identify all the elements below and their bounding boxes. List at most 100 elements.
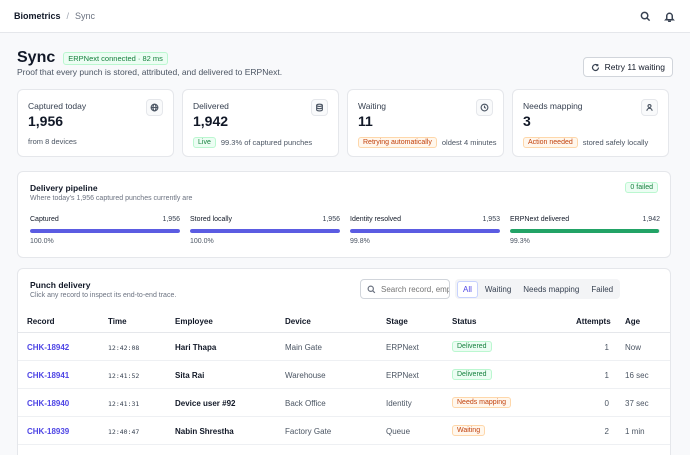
device-cell: Factory Gate xyxy=(285,427,332,436)
table-row[interactable]: CHK-18941 12:41:52 Sita Rai Warehouse ERPNex… xyxy=(18,361,670,389)
database-icon xyxy=(311,99,328,116)
pipeline-subtitle: Where today's 1,956 captured punches cur… xyxy=(30,195,193,202)
time-cell: 12:41:31 xyxy=(108,400,140,408)
table-header: Record Time Employee Device Stage Status Attem… xyxy=(18,309,670,333)
progress-track xyxy=(30,229,180,233)
filter-tab-needs-mapping[interactable]: Needs mapping xyxy=(523,284,580,294)
column-header[interactable]: Record xyxy=(27,317,55,326)
progress-fill xyxy=(30,229,180,233)
status-badge: Waiting xyxy=(452,425,486,436)
stage-label: Stored locally xyxy=(190,216,233,223)
stage-count: 1,956 xyxy=(162,216,180,223)
top-bar: Biometrics / Sync xyxy=(0,0,690,33)
page-title: Sync xyxy=(17,49,56,66)
status-badge: Retrying automatically xyxy=(358,137,437,148)
stat-card-waiting: Waiting 11 Retrying automatically oldest… xyxy=(347,89,504,157)
attempts-cell: 0 xyxy=(604,399,609,408)
breadcrumb-current: Sync xyxy=(75,11,96,21)
record-link[interactable]: CHK-18940 xyxy=(27,399,70,408)
stage-head: Stored locally 1,956 xyxy=(190,216,340,223)
status-badge: Action needed xyxy=(523,137,578,148)
panel-subtitle: Click any record to inspect its end-to-e… xyxy=(30,292,177,299)
progress-track xyxy=(190,229,340,233)
globe-icon xyxy=(146,99,163,116)
panel-title: Punch delivery xyxy=(30,280,91,290)
stage-label: Captured xyxy=(30,216,59,223)
device-cell: Main Gate xyxy=(285,343,322,352)
column-header[interactable]: Status xyxy=(452,317,477,326)
record-link[interactable]: CHK-18941 xyxy=(27,371,70,380)
record-link[interactable]: CHK-18939 xyxy=(27,427,70,436)
page-header: Sync ERPNext connected · 82 ms xyxy=(17,49,168,67)
time-cell: 12:41:52 xyxy=(108,372,140,380)
stat-label: Needs mapping xyxy=(523,101,583,111)
status-badge: Needs mapping xyxy=(452,397,512,408)
time-cell: 12:40:47 xyxy=(108,428,140,436)
search-field[interactable] xyxy=(360,279,450,299)
pipeline-stage: ERPNext delivered 1,942 99.3% xyxy=(510,216,660,245)
stage-cell: ERPNext xyxy=(386,343,419,352)
breadcrumb-separator: / xyxy=(66,11,70,21)
age-cell: 1 min xyxy=(625,427,645,436)
filter-tab-waiting[interactable]: Waiting xyxy=(484,284,512,294)
stat-note: stored safely locally xyxy=(582,138,649,147)
status-cell: Needs mapping xyxy=(452,397,512,408)
bell-icon[interactable] xyxy=(662,9,676,23)
stat-note: from 8 devices xyxy=(28,137,77,146)
employee-cell: Nabin Shrestha xyxy=(175,427,234,436)
pipeline-stage: Captured 1,956 100.0% xyxy=(30,216,180,245)
search-icon xyxy=(367,285,376,293)
time-cell: 12:42:08 xyxy=(108,344,140,352)
retry-label: Retry 11 waiting xyxy=(604,62,665,72)
refresh-icon xyxy=(591,63,599,71)
age-cell: Now xyxy=(625,343,642,352)
page-subtitle: Proof that every punch is stored, attrib… xyxy=(17,67,283,77)
table-row[interactable]: CHK-18939 12:40:47 Nabin Shrestha Factory G… xyxy=(18,417,670,445)
stat-card-needs-mapping: Needs mapping 3 Action needed stored saf… xyxy=(512,89,669,157)
column-header[interactable]: Age xyxy=(625,317,641,326)
stage-cell: ERPNext xyxy=(386,371,419,380)
stage-count: 1,942 xyxy=(642,216,660,223)
status-badge: Delivered xyxy=(452,369,492,380)
employee-cell: Hari Thapa xyxy=(175,343,217,352)
attempts-cell: 2 xyxy=(604,427,609,436)
column-header[interactable]: Time xyxy=(108,317,127,326)
column-header[interactable]: Stage xyxy=(386,317,408,326)
stat-label: Captured today xyxy=(28,101,87,111)
column-header[interactable]: Device xyxy=(285,317,311,326)
status-badge: Delivered xyxy=(452,341,492,352)
progress-fill xyxy=(350,229,500,233)
connection-badge: ERPNext connected · 82 ms xyxy=(63,51,168,65)
column-header[interactable]: Attempts xyxy=(576,317,611,326)
stage-head: Captured 1,956 xyxy=(30,216,180,223)
filter-tab-all[interactable]: All xyxy=(457,280,478,298)
status-cell: Delivered xyxy=(452,341,492,352)
stage-cell: Queue xyxy=(386,427,411,436)
delivery-pipeline: Delivery pipeline Where today's 1,956 ca… xyxy=(17,171,671,258)
stage-label: Identity resolved xyxy=(350,216,401,223)
table-row[interactable]: CHK-18940 12:41:31 Device user #92 Back Off… xyxy=(18,389,670,417)
column-header[interactable]: Employee xyxy=(175,317,213,326)
stat-label: Delivered xyxy=(193,101,229,111)
stat-label: Waiting xyxy=(358,101,387,111)
filter-tab-failed[interactable]: Failed xyxy=(591,284,614,294)
table-row[interactable]: CHK-18942 12:42:08 Hari Thapa Main Gate ERPN… xyxy=(18,333,670,361)
age-cell: 37 sec xyxy=(625,399,649,408)
stage-cell: Identity xyxy=(386,399,412,408)
retry-button[interactable]: Retry 11 waiting xyxy=(582,57,673,77)
stage-head: Identity resolved 1,953 xyxy=(350,216,500,223)
stat-value: 11 xyxy=(358,113,373,129)
record-link[interactable]: CHK-18942 xyxy=(27,343,70,352)
breadcrumb-root[interactable]: Biometrics xyxy=(14,11,61,21)
employee-cell: Sita Rai xyxy=(175,371,205,380)
stage-percent: 99.8% xyxy=(350,238,370,245)
stat-card-captured: Captured today 1,956 from 8 devices xyxy=(17,89,174,157)
stat-card-delivered: Delivered 1,942 Live 99.3% of captured p… xyxy=(182,89,339,157)
stage-count: 1,956 xyxy=(322,216,340,223)
stage-percent: 99.3% xyxy=(510,238,530,245)
stat-value: 1,942 xyxy=(193,113,229,129)
search-icon[interactable] xyxy=(638,9,652,23)
attempts-cell: 1 xyxy=(604,343,609,352)
stage-percent: 100.0% xyxy=(30,238,54,245)
search-input[interactable] xyxy=(381,284,449,294)
